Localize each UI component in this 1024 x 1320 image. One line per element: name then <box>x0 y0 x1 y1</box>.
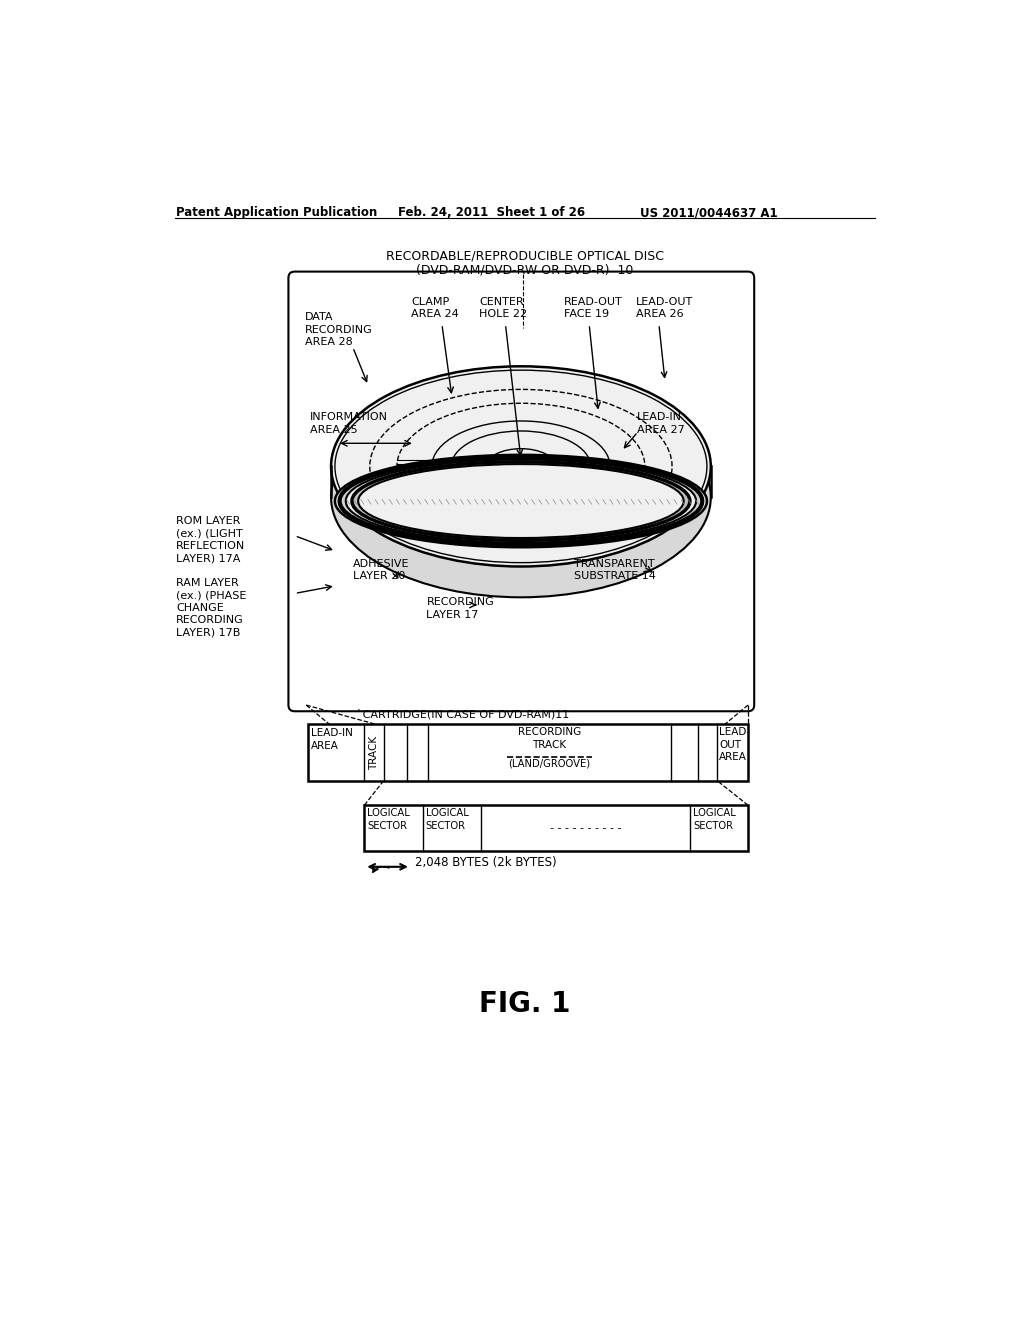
Text: RECORDING
TRACK: RECORDING TRACK <box>517 727 581 750</box>
Text: LEAD-OUT
AREA 26: LEAD-OUT AREA 26 <box>636 297 693 319</box>
Text: - - - - - - - - - -: - - - - - - - - - - <box>550 824 621 833</box>
Text: CENTER
HOLE 22: CENTER HOLE 22 <box>479 297 527 319</box>
Bar <box>308 725 748 780</box>
Text: ROM LAYER
(ex.) (LIGHT
REFLECTION
LAYER) 17A: ROM LAYER (ex.) (LIGHT REFLECTION LAYER)… <box>176 516 246 564</box>
Text: `CARTRIDGE(IN CASE OF DVD-RAM)11: `CARTRIDGE(IN CASE OF DVD-RAM)11 <box>356 709 569 719</box>
Bar <box>365 805 748 851</box>
Text: LOGICAL
SECTOR: LOGICAL SECTOR <box>693 808 735 830</box>
Text: LOGICAL
SECTOR: LOGICAL SECTOR <box>368 808 411 830</box>
Text: LEAD-IN
AREA: LEAD-IN AREA <box>311 729 353 751</box>
Text: Patent Application Publication: Patent Application Publication <box>176 206 377 219</box>
Text: TRANSPARENT
SUBSTRATE 14: TRANSPARENT SUBSTRATE 14 <box>573 558 655 581</box>
Ellipse shape <box>331 397 711 597</box>
FancyBboxPatch shape <box>289 272 755 711</box>
Text: US 2011/0044637 A1: US 2011/0044637 A1 <box>640 206 777 219</box>
Text: READ-OUT
FACE 19: READ-OUT FACE 19 <box>563 297 623 319</box>
Text: RECORDABLE/REPRODUCIBLE OPTICAL DISC: RECORDABLE/REPRODUCIBLE OPTICAL DISC <box>386 249 664 263</box>
Ellipse shape <box>331 367 711 566</box>
Ellipse shape <box>340 457 702 545</box>
Text: 2,048 BYTES (2k BYTES): 2,048 BYTES (2k BYTES) <box>415 855 556 869</box>
Text: INFORMATION
AREA 25: INFORMATION AREA 25 <box>310 412 388 434</box>
Ellipse shape <box>346 459 696 543</box>
Text: (DVD-RAM/DVD-RW OR DVD-R)  10: (DVD-RAM/DVD-RW OR DVD-R) 10 <box>416 263 634 276</box>
Ellipse shape <box>358 465 684 539</box>
Text: DATA
RECORDING
AREA 28: DATA RECORDING AREA 28 <box>305 313 373 347</box>
Text: LEAD-IN
AREA 27: LEAD-IN AREA 27 <box>637 412 685 434</box>
Text: RECORDING
LAYER 17: RECORDING LAYER 17 <box>426 598 495 619</box>
Text: LOGICAL
SECTOR: LOGICAL SECTOR <box>426 808 468 830</box>
Text: RAM LAYER
(ex.) (PHASE
CHANGE
RECORDING
LAYER) 17B: RAM LAYER (ex.) (PHASE CHANGE RECORDING … <box>176 578 247 638</box>
Text: (LAND/GROOVE): (LAND/GROOVE) <box>508 758 590 768</box>
Ellipse shape <box>506 459 536 474</box>
Text: TRACK: TRACK <box>370 735 380 770</box>
Text: ADHESIVE
LAYER 20: ADHESIVE LAYER 20 <box>352 558 410 581</box>
Ellipse shape <box>352 462 690 540</box>
Text: CLAMP
AREA 24: CLAMP AREA 24 <box>411 297 459 319</box>
Text: Feb. 24, 2011  Sheet 1 of 26: Feb. 24, 2011 Sheet 1 of 26 <box>397 206 585 219</box>
Text: LEAD-
OUT
AREA: LEAD- OUT AREA <box>719 727 751 762</box>
Text: FIG. 1: FIG. 1 <box>479 990 570 1018</box>
Ellipse shape <box>335 455 707 548</box>
